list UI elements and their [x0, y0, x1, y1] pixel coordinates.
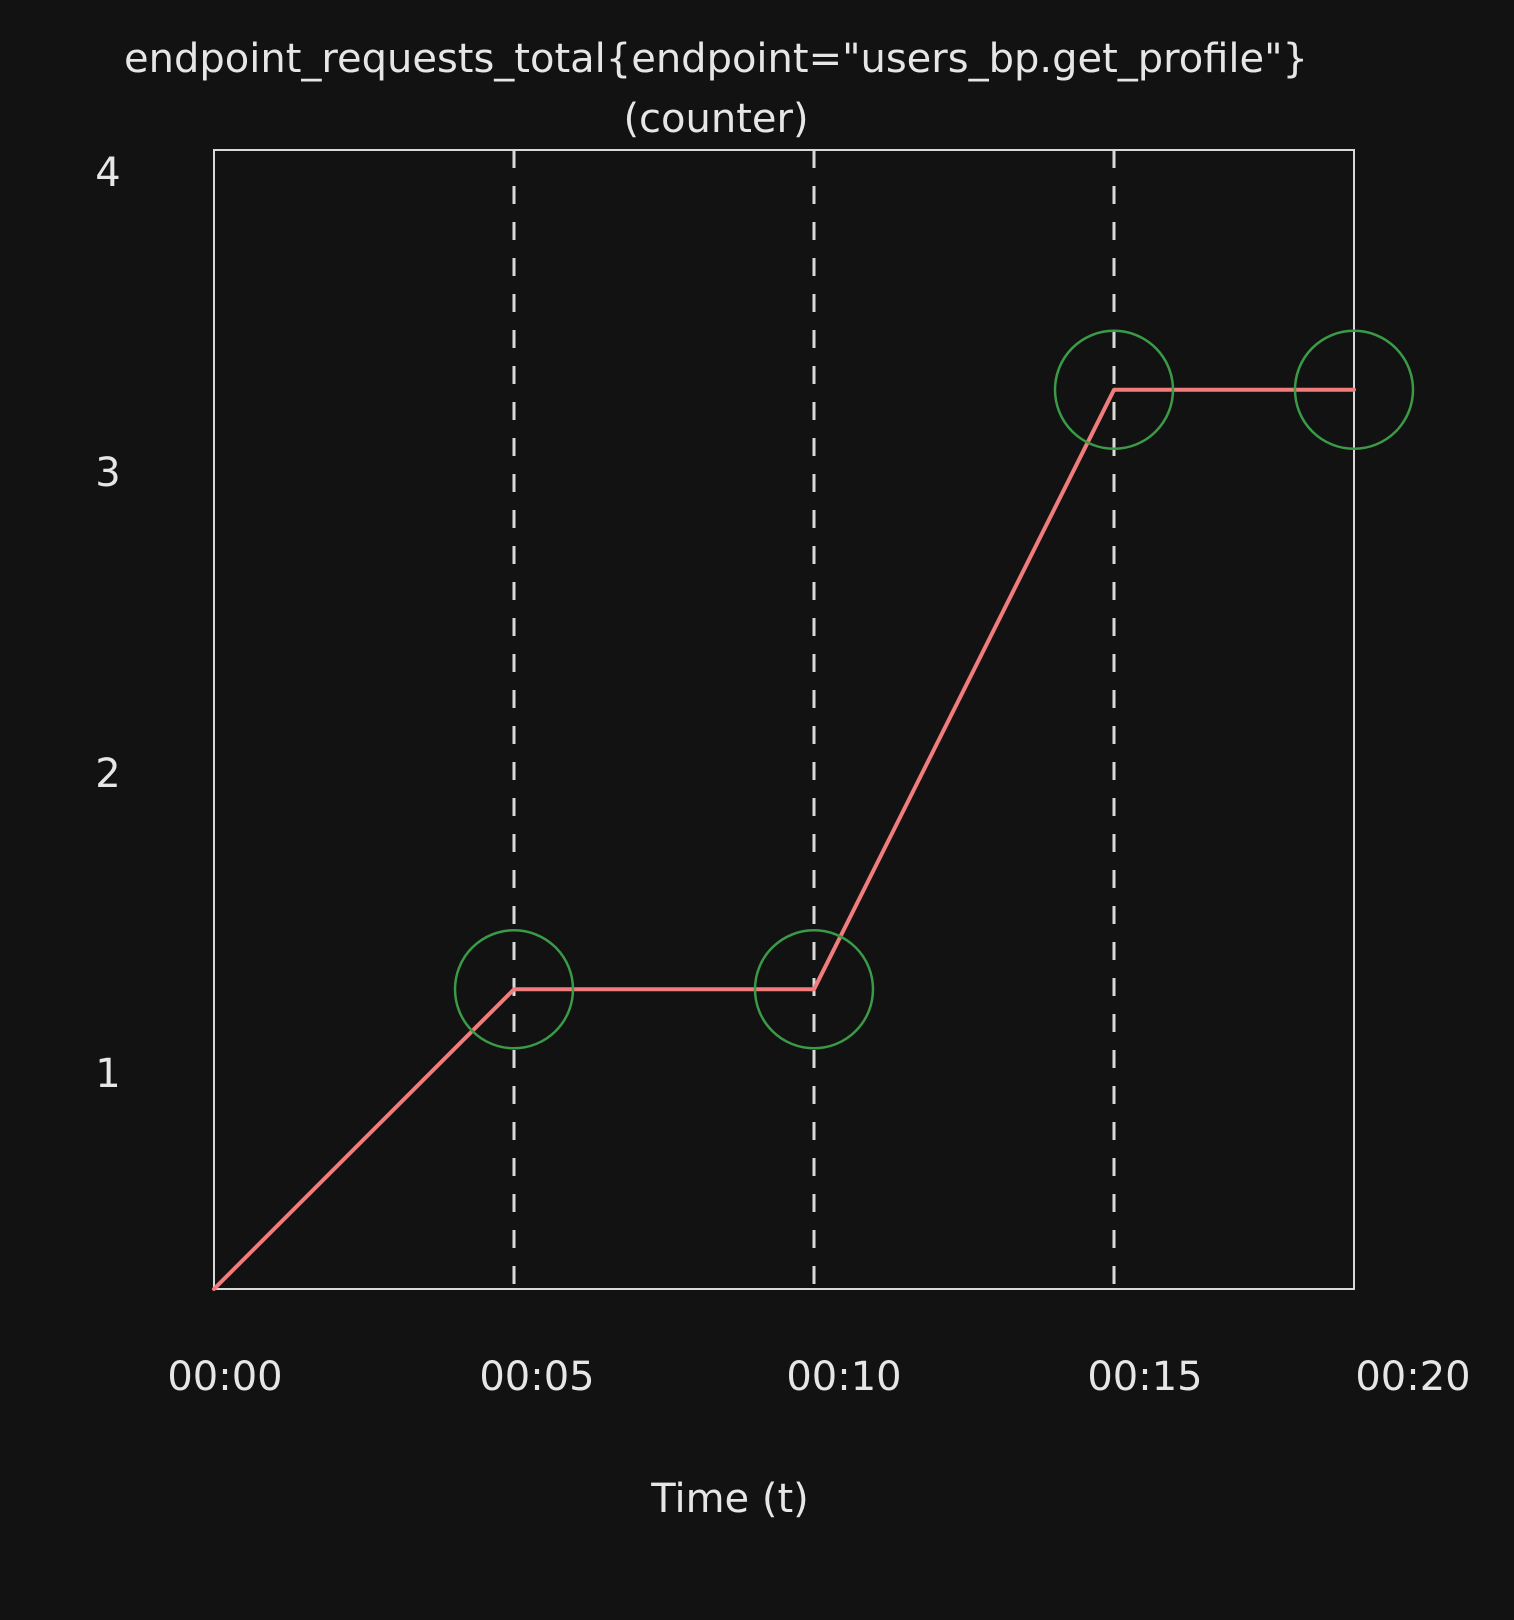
highlight-circle-2 — [1053, 329, 1175, 451]
y-tick-label: 4 — [95, 150, 120, 196]
series-layer — [212, 387, 1356, 1291]
y-tick-label: 1 — [95, 1051, 120, 1097]
x-tick-label: 00:05 — [479, 1354, 594, 1400]
x-tick-label: 00:20 — [1355, 1354, 1470, 1400]
chart-title: endpoint_requests_total{endpoint="users_… — [124, 36, 1308, 82]
x-tick-labels: 00:00 00:05 00:10 00:15 00:20 — [167, 1354, 1470, 1400]
highlight-circle-3 — [1293, 329, 1415, 451]
x-axis-label: Time (t) — [650, 1476, 809, 1522]
highlight-layer — [453, 329, 1415, 1050]
plot-frame — [213, 149, 1355, 1290]
x-tick-label: 00:10 — [786, 1354, 901, 1400]
chart-subtitle: (counter) — [623, 96, 808, 142]
grid-layer — [512, 150, 1116, 1289]
x-tick-label: 00:00 — [167, 1354, 282, 1400]
highlight-circle-0 — [453, 929, 575, 1050]
x-tick-label: 00:15 — [1087, 1354, 1202, 1400]
series-line-0 — [212, 387, 1356, 1291]
highlight-circle-1 — [753, 929, 875, 1050]
y-tick-label: 2 — [95, 751, 120, 797]
y-tick-label: 3 — [95, 450, 120, 496]
y-tick-labels: 1 2 3 4 — [95, 150, 120, 1097]
